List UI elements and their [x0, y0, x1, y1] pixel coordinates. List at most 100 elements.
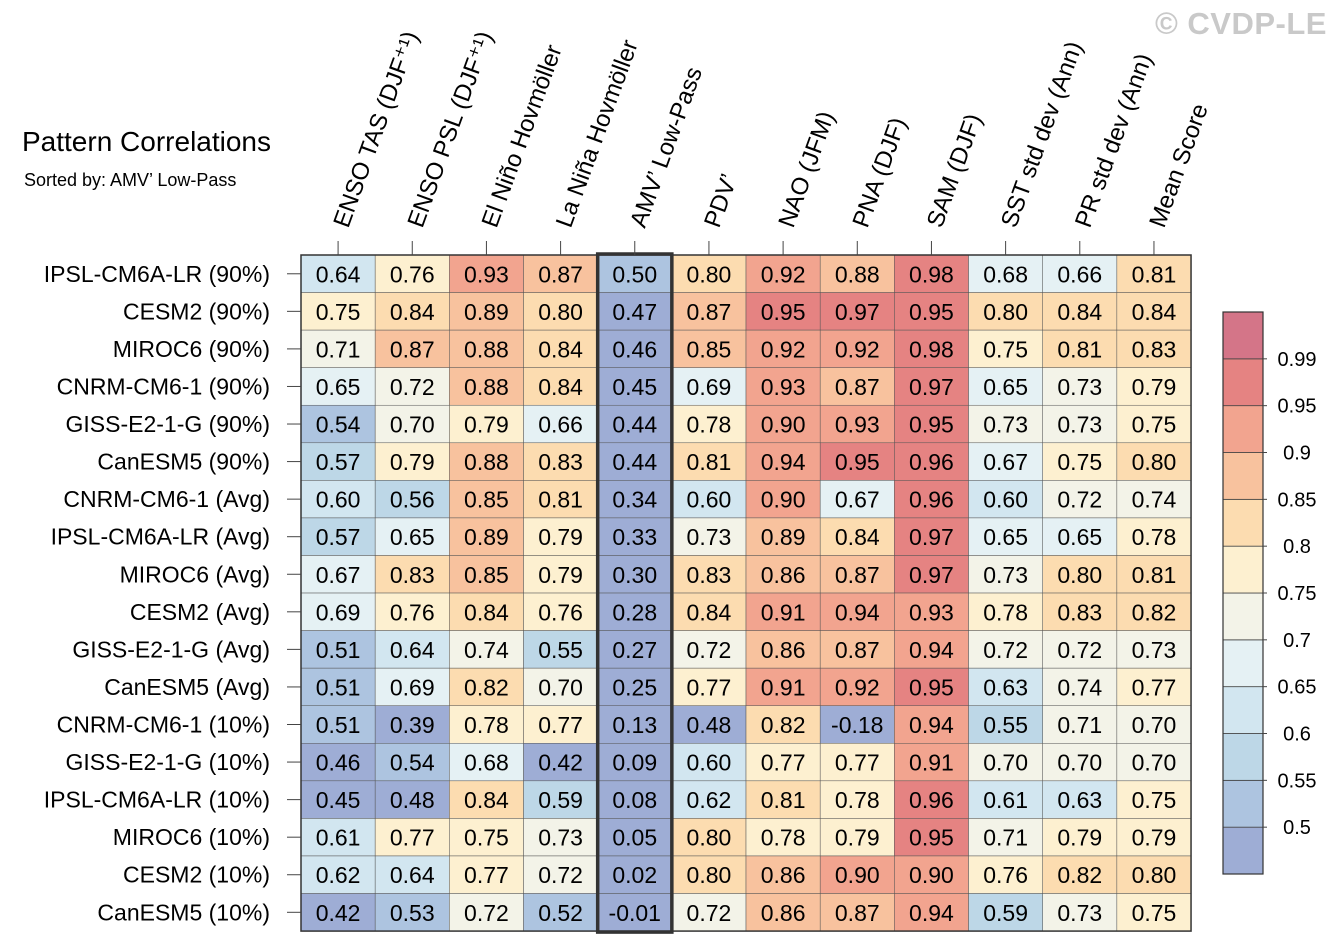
colorbar-label: 0.7: [1283, 630, 1311, 652]
heatmap-cell: [449, 555, 524, 594]
row-label: GISS-E2-1-G (90%): [66, 411, 271, 437]
heatmap-cell: [968, 893, 1043, 932]
cell-value-label: 0.95: [909, 825, 954, 851]
heatmap-cell: [449, 743, 524, 782]
cell-value-label: 0.79: [1132, 374, 1177, 400]
heatmap-cell: [819, 292, 895, 331]
heatmap-cell: [894, 254, 969, 293]
heatmap-cell: [968, 780, 1043, 819]
column-label: SAM (DJF): [922, 110, 988, 231]
cell-value-label: 0.70: [1132, 712, 1177, 738]
column-labels: ENSO TAS (DJF⁺¹)ENSO PSL (DJF⁺¹)El Niño …: [328, 28, 1214, 255]
heatmap-cell: [449, 329, 524, 368]
heatmap-cell: [671, 555, 747, 594]
heatmap-cell: [819, 480, 895, 519]
cell-value-label: 0.33: [612, 524, 657, 550]
heatmap-cell: [745, 743, 821, 782]
column-label: NAO (JFM): [773, 108, 840, 231]
heatmap-cell: [894, 329, 969, 368]
cell-value-label: 0.50: [612, 261, 657, 287]
heatmap-cell: [1042, 667, 1118, 706]
cell-value-label: 0.96: [909, 787, 954, 813]
colorbar-label: 0.95: [1278, 396, 1317, 418]
heatmap-cell: [374, 592, 450, 631]
heatmap-cell: [449, 818, 524, 857]
heatmap-cell: [449, 480, 524, 519]
cell-value-label: 0.94: [835, 599, 880, 625]
cell-value-label: 0.79: [835, 825, 880, 851]
heatmap-cell: [894, 292, 969, 331]
cell-value-label: 0.80: [687, 825, 732, 851]
cell-value-label: 0.73: [1057, 900, 1102, 926]
cell-value-label: 0.78: [983, 599, 1028, 625]
cell-value-label: 0.93: [835, 412, 880, 438]
cell-value-label: 0.87: [538, 261, 583, 287]
heatmap-cell: [1116, 517, 1192, 556]
cell-value-label: 0.70: [538, 674, 583, 700]
cell-value-label: -0.01: [609, 900, 661, 926]
cell-value-label: 0.84: [538, 374, 583, 400]
heatmap-cell: [523, 855, 598, 894]
colorbar-label: 0.75: [1278, 583, 1317, 605]
row-label: GISS-E2-1-G (Avg): [72, 636, 270, 662]
heatmap-cell: [523, 592, 598, 631]
heatmap-cell: [894, 517, 969, 556]
cell-value-label: 0.60: [983, 487, 1028, 513]
cell-value-label: 0.69: [316, 599, 361, 625]
cell-value-label: 0.79: [390, 449, 435, 475]
cell-value-label: 0.57: [316, 524, 361, 550]
heatmap-cell: [597, 367, 673, 406]
colorbar-swatch: [1222, 592, 1264, 641]
cell-value-label: 0.65: [390, 524, 435, 550]
cell-value-label: 0.30: [612, 562, 657, 588]
cell-value-label: 0.87: [835, 900, 880, 926]
cell-value-label: 0.80: [687, 862, 732, 888]
cell-value-label: 0.93: [464, 261, 509, 287]
cell-value-label: 0.75: [1057, 449, 1102, 475]
cell-value-label: 0.47: [612, 299, 657, 325]
heatmap-cell: [1042, 292, 1118, 331]
colorbar-swatch: [1222, 733, 1264, 781]
heatmap-cell: [1042, 855, 1118, 894]
cell-value-label: 0.84: [687, 599, 732, 625]
heatmap-cell: [819, 254, 895, 293]
column-label: PDV’: [699, 170, 743, 231]
row-label: CanESM5 (10%): [97, 899, 270, 925]
cell-value-label: 0.66: [1057, 261, 1102, 287]
cell-value-label: 0.78: [687, 412, 732, 438]
heatmap-cell: [1042, 780, 1118, 819]
cell-value-label: 0.81: [687, 449, 732, 475]
heatmap-cell: [968, 404, 1043, 444]
heatmap-cell: [671, 404, 747, 444]
heatmap-cell: [374, 667, 450, 706]
cell-value-label: 0.75: [1132, 412, 1177, 438]
heatmap-cell: [449, 780, 524, 819]
cell-value-label: 0.86: [761, 562, 806, 588]
heatmap-cell: [523, 329, 598, 368]
cell-value-label: 0.89: [464, 524, 509, 550]
heatmap-cell: [1042, 367, 1118, 406]
cell-value-label: 0.77: [464, 862, 509, 888]
heatmap-cell: [968, 329, 1043, 368]
cell-value-label: 0.97: [909, 524, 954, 550]
colorbar-label: 0.85: [1278, 489, 1317, 511]
row-label: GISS-E2-1-G (10%): [66, 749, 271, 775]
heatmap-cell: [894, 630, 969, 669]
heatmap-cell: [597, 592, 673, 631]
cell-value-label: 0.83: [390, 562, 435, 588]
cell-value-label: 0.97: [835, 299, 880, 325]
cell-value-label: 0.97: [909, 374, 954, 400]
colorbar-swatch: [1222, 639, 1264, 688]
cell-value-label: 0.88: [464, 374, 509, 400]
cell-value-label: 0.60: [687, 750, 732, 776]
colorbar-label: 0.5: [1283, 817, 1311, 839]
cell-value-label: 0.65: [983, 374, 1028, 400]
cell-value-label: 0.77: [1132, 674, 1177, 700]
colorbar-swatch: [1222, 686, 1264, 734]
cell-value-label: 0.91: [761, 674, 806, 700]
cell-value-label: 0.65: [983, 524, 1028, 550]
cell-value-label: 0.73: [1057, 412, 1102, 438]
heatmap-cell: [374, 893, 450, 932]
cell-value-label: 0.67: [983, 449, 1028, 475]
cell-value-label: 0.90: [835, 862, 880, 888]
